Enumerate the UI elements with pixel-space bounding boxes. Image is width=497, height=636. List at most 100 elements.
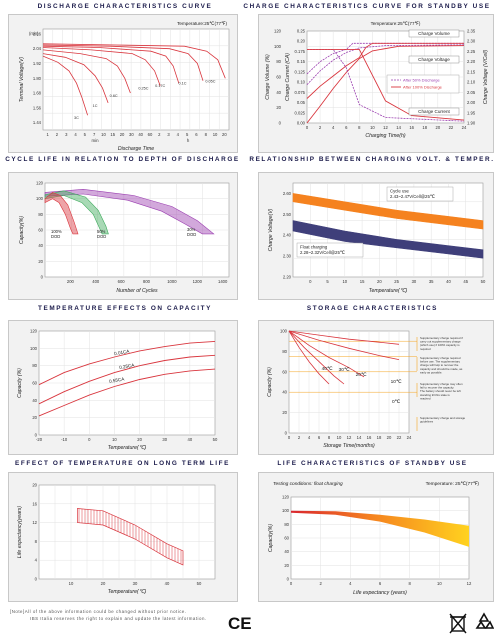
x-tick-label: 7 (93, 132, 96, 137)
x-tick-label: 22 (397, 435, 402, 440)
y-tick-label: 100 (30, 346, 38, 351)
voltage-band (292, 220, 484, 259)
y-tick-label: 2.50 (283, 212, 292, 217)
x-tick-label: 50 (197, 581, 202, 586)
x-tick-label: 4 (349, 581, 352, 586)
y-tick-label: 0 (287, 577, 290, 582)
x-tick-label: -20 (36, 437, 43, 442)
cycle-series-label: DOD (51, 234, 60, 239)
x-tick-label: 24 (407, 435, 412, 440)
x-tick-label: 10 (101, 132, 106, 137)
y-tick-label: 60 (32, 381, 37, 386)
y-tick-label: 16 (32, 501, 37, 506)
x-tick-label: 24 (462, 125, 467, 130)
y-tick-label: 1.80 (33, 76, 42, 81)
volume-50-line (306, 44, 465, 85)
x-tick-label: 35 (429, 279, 434, 284)
y-tick-label: 120 (274, 29, 282, 34)
x-tick-label: 10 (213, 132, 218, 137)
y-tick-label: 20 (32, 415, 37, 420)
series-label: Charge Voltage (418, 57, 450, 62)
x-tick-label: 12 (467, 581, 472, 586)
y-tick-label: 20 (282, 410, 287, 415)
y-tick-label: 2.30 (467, 39, 476, 44)
x-tick-label: 5 (84, 132, 87, 137)
life-band (77, 508, 184, 566)
x-axis-label: Storage Time(months) (323, 443, 375, 449)
x-tick-label: 45 (463, 279, 468, 284)
storage-note: Supplementary charge required if (420, 336, 463, 340)
x-tick-label: 10 (112, 437, 117, 442)
legend-box (386, 74, 460, 94)
discharge-series-label: 0.1C (178, 82, 186, 86)
storage-note: fail to recover the capacity. (420, 386, 454, 390)
x-tick-label: 200 (67, 279, 75, 284)
x-tick-label: 20 (120, 132, 125, 137)
y-tick-label: 100 (36, 196, 44, 201)
x-tick-label: 40 (188, 437, 193, 442)
x-tick-label: 1000 (167, 279, 177, 284)
x-tick-label: 6 (379, 581, 382, 586)
cycle-chart: 0 20 40 60 80 100 120 200 400 600 800 1000 1200 1400 C… (8, 172, 238, 300)
x-tick-label: 16 (367, 435, 372, 440)
x-tick-label: 6 (318, 435, 321, 440)
y-tick-label: 40 (38, 243, 43, 248)
x-tick-label: 16 (409, 125, 414, 130)
standby-life-band (291, 510, 469, 547)
x-tick-label: -10 (61, 437, 68, 442)
y-tick-label: 40 (276, 90, 281, 95)
y-axis-label: Terminal Voltage(V) (19, 57, 25, 103)
y-tick-label: 12 (32, 520, 37, 525)
y-tick-label: 80 (32, 363, 37, 368)
current-100-line (307, 48, 465, 121)
x-tick-label: 4 (332, 125, 335, 130)
cycle-series-label: 30% (187, 227, 196, 232)
x-tick-label: 20 (137, 437, 142, 442)
discharge-title: DISCHARGE CHARACTERISTICS CURVE (37, 3, 213, 10)
y-tick-label: 2.10 (467, 80, 476, 85)
temp-life-title: EFFECT OF TEMPERATURE ON LONG TERM LIFE (15, 460, 230, 467)
y-tick-label: 0.125 (295, 69, 306, 74)
band-label: Float charging (300, 245, 328, 250)
y-tick-label: 0.20 (297, 39, 306, 44)
band-label: 2.28~2.32V/Cell@25℃ (300, 250, 345, 255)
series-label-box (408, 107, 460, 116)
x-tick-label: 400 (92, 279, 100, 284)
discharge-line (42, 45, 180, 84)
y-tick-label: 2.20 (283, 275, 292, 280)
storage-line (288, 330, 365, 378)
y-tick-label: 40 (284, 549, 289, 554)
x-axis-label: Discharge Time (118, 146, 154, 152)
x-tick-label: 30 (129, 132, 134, 137)
x-tick-label: 2 (158, 132, 161, 137)
x-tick-label: 50 (481, 279, 486, 284)
storage-series-label: 30℃ (339, 367, 350, 373)
discharge-series-label: 0.05C (205, 79, 215, 83)
series-label: Charge Current (418, 109, 450, 114)
storage-line (288, 330, 400, 345)
y-axis-label: Capacity (%) (17, 368, 23, 398)
y-tick-label: 2.35 (467, 29, 476, 34)
x-tick-label: 15 (110, 132, 115, 137)
y-tick-label: 0.175 (295, 49, 306, 54)
x-tick-label: 8 (205, 132, 208, 137)
storage-note: reached (420, 396, 431, 400)
y-tick-label: 20 (38, 259, 43, 264)
y-tick-label: 0 (35, 433, 38, 438)
cycle-band (44, 192, 79, 235)
storage-note: The battery should never be left (420, 389, 461, 393)
x-tick-label: 12 (383, 125, 388, 130)
ce-mark: CE (228, 614, 252, 633)
x-tick-label: 1 (46, 132, 49, 137)
y-tick-label: 2.25 (467, 49, 476, 54)
storage-note: before use. The supplementary (420, 360, 461, 364)
y-tick-label: 20 (32, 483, 37, 488)
y-tick-label: 1.92 (33, 61, 42, 66)
y-tick-label: 0.25 (297, 29, 306, 34)
storage-series-label: 40℃ (322, 366, 333, 372)
cycle-series-label: DOD (187, 232, 196, 237)
x-tick-label: 18 (422, 125, 427, 130)
x-tick-label: 4 (177, 132, 180, 137)
standby-life-temperature: Temperature: 25℃(77℉) (426, 481, 480, 487)
x-tick-label: 30 (162, 437, 167, 442)
